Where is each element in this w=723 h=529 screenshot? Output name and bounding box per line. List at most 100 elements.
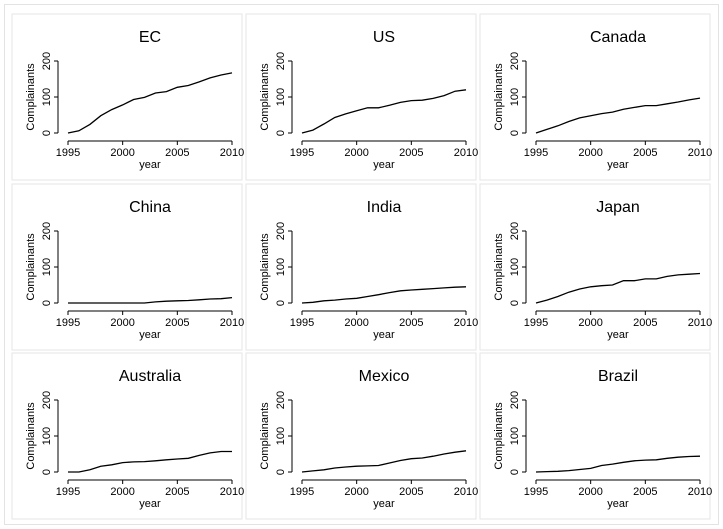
series-line [301,89,467,134]
x-tick-label: 2000 [578,147,602,159]
y-axis-label: Complainants [493,63,505,131]
x-tick-label: 2005 [633,486,657,498]
x-tick-label: 2005 [165,147,189,159]
y-tick-label: 0 [275,300,287,306]
panel-title: Australia [119,368,181,385]
x-axis-label: year [607,498,629,510]
x-tick-label: 1995 [524,147,548,159]
x-tick-label: 2000 [110,147,134,159]
panel-background [245,183,477,351]
series-line [301,450,467,473]
y-tick-label: 100 [509,427,521,445]
panel-8: Brazil 0 100 200 Complainants 1995 2000 2005 201… [479,352,712,520]
y-axis-label: Complainants [25,63,37,131]
series-line [535,455,701,473]
panel-title: Mexico [359,368,410,385]
x-axis-label: year [373,329,395,341]
panel-title: Brazil [598,368,638,385]
y-tick-label: 200 [509,391,521,409]
x-tick-label: 2000 [110,486,134,498]
panel-2: Canada 0 100 200 Complainants 1995 2000 2005 201… [479,13,712,181]
x-tick-label: 2000 [344,486,368,498]
y-tick-label: 100 [275,258,287,276]
x-tick-label: 2000 [344,317,368,329]
x-tick-label: 2005 [165,486,189,498]
x-tick-label: 2010 [688,317,712,329]
x-tick-label: 2005 [399,147,423,159]
y-tick-label: 0 [509,469,521,475]
x-tick-label: 1995 [290,147,314,159]
series-line [535,97,701,134]
y-tick-label: 100 [509,258,521,276]
x-tick-label: 1995 [56,317,80,329]
y-tick-label: 100 [275,427,287,445]
panel-title: China [129,199,171,216]
x-axis-label: year [373,498,395,510]
x-tick-label: 2005 [399,317,423,329]
panel-background [245,352,477,520]
x-tick-label: 2010 [220,147,244,159]
x-tick-label: 2005 [399,486,423,498]
y-tick-label: 200 [41,222,53,240]
panel-background [11,183,243,351]
x-axis-label: year [139,329,161,341]
series-line [68,296,233,304]
y-tick-label: 200 [275,222,287,240]
series-line [67,72,233,134]
x-tick-label: 1995 [56,486,80,498]
x-tick-label: 2010 [220,317,244,329]
x-tick-label: 2000 [344,147,368,159]
panel-title: EC [139,29,161,46]
panel-7: Mexico 0 100 200 Complainants 1995 2000 2005 201… [245,352,478,520]
panel-title: US [373,29,395,46]
y-tick-label: 100 [41,258,53,276]
x-tick-label: 1995 [290,317,314,329]
x-axis-label: year [139,159,161,171]
y-tick-label: 200 [275,52,287,70]
series-line [535,272,701,304]
panel-4: India 0 100 200 Complainants 1995 2000 2005 2010… [245,183,478,351]
y-tick-label: 0 [509,300,521,306]
panel-1: US 0 100 200 Complainants 1995 2000 2005 2010 yea… [245,13,478,181]
x-tick-label: 2000 [578,317,602,329]
y-tick-label: 200 [509,52,521,70]
x-tick-label: 1995 [56,147,80,159]
x-axis-label: year [139,498,161,510]
y-tick-label: 100 [275,88,287,106]
y-axis-label: Complainants [259,233,271,301]
x-tick-label: 1995 [290,486,314,498]
x-tick-label: 2010 [688,147,712,159]
y-tick-label: 0 [41,469,53,475]
x-tick-label: 2010 [220,486,244,498]
x-tick-label: 2010 [454,147,478,159]
y-axis-label: Complainants [493,402,505,470]
x-tick-label: 2000 [578,486,602,498]
y-tick-label: 0 [275,130,287,136]
y-axis-label: Complainants [25,233,37,301]
y-tick-label: 100 [509,88,521,106]
series-line [301,286,467,304]
y-tick-label: 100 [41,88,53,106]
x-axis-label: year [607,159,629,171]
panel-background [479,183,711,351]
x-tick-label: 2005 [165,317,189,329]
panel-background [479,352,711,520]
panel-5: Japan 0 100 200 Complainants 1995 2000 2005 2010… [479,183,712,351]
y-axis-label: Complainants [259,402,271,470]
panel-title: India [367,199,402,216]
x-tick-label: 1995 [524,317,548,329]
y-tick-label: 200 [275,391,287,409]
series-line [68,450,232,473]
y-tick-label: 0 [41,300,53,306]
y-tick-label: 100 [41,427,53,445]
x-tick-label: 2005 [633,317,657,329]
x-axis-label: year [373,159,395,171]
y-tick-label: 200 [509,222,521,240]
x-tick-label: 2010 [688,486,712,498]
y-tick-label: 200 [41,391,53,409]
y-tick-label: 0 [509,130,521,136]
panel-background [479,13,711,181]
y-tick-label: 200 [41,52,53,70]
